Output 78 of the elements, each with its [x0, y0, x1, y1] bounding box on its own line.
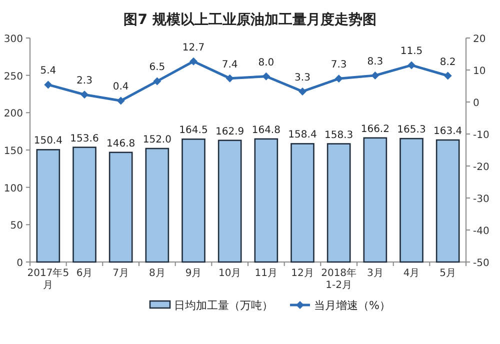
x-tick-label: 11月: [254, 268, 278, 279]
data-label: 153.6: [70, 133, 99, 144]
y2-tick-label: -50: [473, 258, 490, 269]
y-tick-label: 200: [4, 108, 23, 120]
data-label: 166.2: [360, 124, 390, 135]
data-label: 0.4: [112, 82, 129, 93]
data-label: 164.8: [252, 124, 280, 136]
x-tick-label: 2018年 1-2月: [321, 267, 357, 291]
bar: [436, 139, 460, 263]
data-label: 163.4: [434, 126, 462, 137]
point: [44, 80, 52, 89]
x-tick-label: 5月: [440, 268, 456, 279]
data-label: 7.4: [222, 59, 238, 70]
data-label: 165.3: [397, 124, 426, 136]
y-tick-label: 100: [4, 183, 23, 194]
y2-tick-label: -40: [473, 226, 490, 237]
data-label: 8.2: [440, 56, 456, 68]
bar: [145, 148, 170, 263]
point: [153, 77, 162, 86]
y-tick-label: 0: [16, 258, 23, 269]
bar: [290, 143, 314, 263]
bar: [254, 138, 278, 263]
x-tick-label: 6月: [76, 268, 93, 279]
point: [444, 72, 452, 80]
x-tick-label: 3月: [366, 268, 384, 279]
y2-tick-label: -20: [473, 162, 490, 173]
bar: [36, 149, 60, 263]
point: [334, 74, 343, 83]
bar: [400, 138, 424, 263]
y2-tick-label: -30: [473, 194, 490, 205]
bar: [326, 143, 351, 263]
point: [116, 96, 125, 105]
y-tick-label: 250: [4, 71, 23, 82]
y2-tick-label: 20: [473, 34, 486, 45]
data-label: 8.3: [367, 56, 384, 68]
data-label: 12.7: [182, 42, 205, 54]
data-label: 164.5: [179, 125, 208, 136]
x-tick-label: 7月: [112, 268, 130, 279]
bar: [363, 137, 388, 263]
data-label: 158.4: [288, 130, 317, 141]
point: [80, 90, 88, 99]
bar: [182, 138, 206, 263]
point: [190, 57, 198, 66]
data-label: 6.5: [149, 62, 166, 74]
legend-label: 日均加工量（万吨）: [174, 299, 273, 312]
point: [262, 72, 270, 80]
x-tick-label: 12月: [291, 268, 314, 279]
data-label: 162.9: [216, 126, 244, 138]
x-tick-label: 10月: [218, 268, 242, 279]
x-tick-label: 8月: [148, 268, 166, 279]
legend-label: 当月增速（%）: [314, 299, 390, 312]
bar: [218, 140, 242, 263]
point: [226, 74, 234, 82]
point: [298, 87, 306, 96]
data-label: 5.4: [40, 66, 56, 77]
data-label: 152.0: [142, 134, 172, 146]
x-tick-label: 9月: [185, 268, 202, 279]
chart-title: 图7 规模以上工业原油加工量月度走势图: [124, 11, 376, 28]
y2-tick-label: 0: [473, 98, 480, 109]
y-tick-label: 50: [10, 220, 23, 232]
y-tick-label: 150: [4, 146, 23, 157]
point: [408, 61, 416, 70]
data-label: 7.3: [330, 60, 347, 71]
point: [371, 71, 380, 80]
data-label: 8.0: [258, 57, 274, 68]
y2-tick-label: 10: [473, 66, 486, 77]
data-label: 2.3: [76, 76, 92, 87]
data-label: 3.3: [294, 72, 310, 84]
y-tick-label: 300: [4, 34, 23, 45]
x-tick-label: 4月: [403, 268, 420, 279]
bar: [72, 146, 96, 263]
bar: [108, 152, 133, 263]
x-tick-label: 2017年5 月: [27, 267, 70, 291]
data-label: 146.8: [106, 138, 136, 150]
data-label: 150.4: [34, 136, 62, 147]
y2-tick-label: -10: [473, 130, 490, 141]
data-label: 11.5: [400, 46, 423, 58]
data-label: 158.3: [324, 130, 354, 141]
